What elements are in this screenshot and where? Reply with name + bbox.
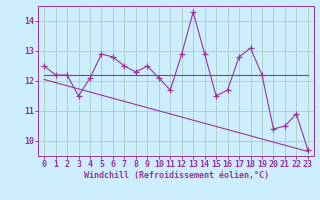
X-axis label: Windchill (Refroidissement éolien,°C): Windchill (Refroidissement éolien,°C) [84,171,268,180]
